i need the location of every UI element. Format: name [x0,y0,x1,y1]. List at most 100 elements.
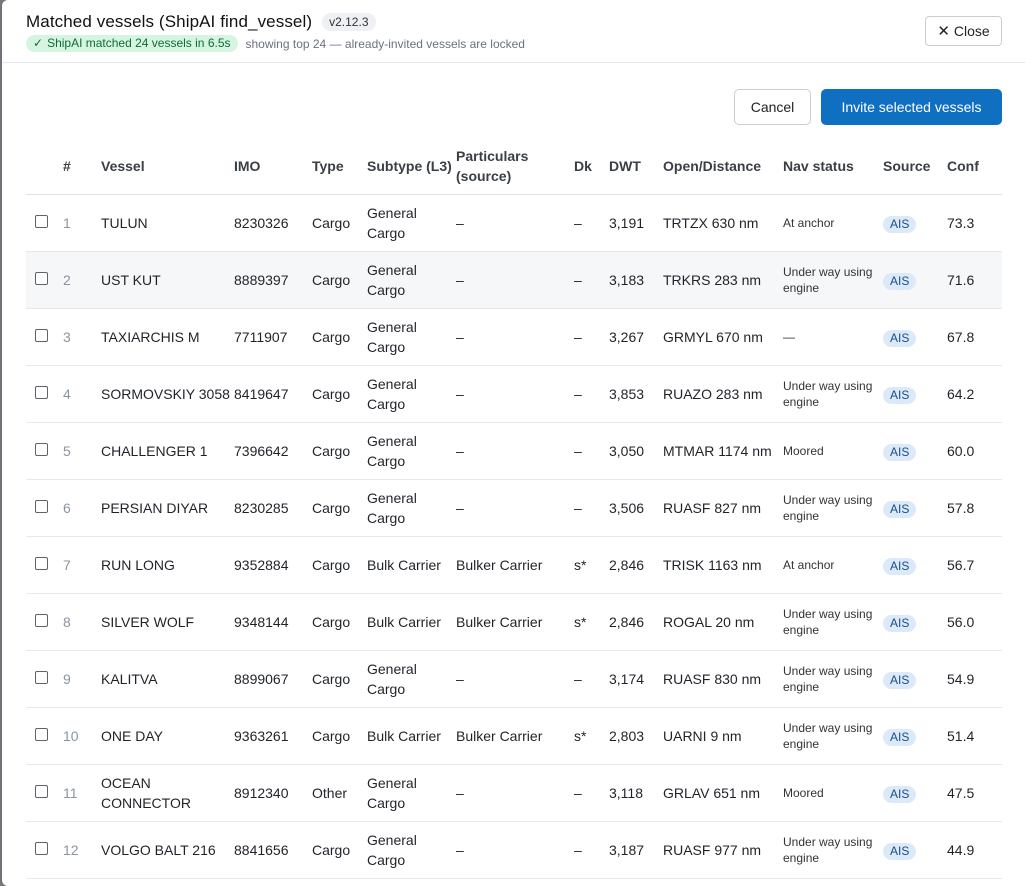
row-checkbox[interactable] [35,500,48,513]
nav-status-cell: Under way using engine [783,707,883,765]
row-select-cell [26,365,63,423]
imo-cell: 8419647 [234,365,312,423]
source-cell: AIS [883,194,947,252]
imo-cell: 9352884 [234,536,312,594]
subtype-cell: General Cargo [367,308,456,366]
results-note: showing top 24 — already-invited vessels… [245,36,525,51]
particulars-cell: – [456,308,574,366]
particulars-cell: – [456,194,574,252]
type-cell: Cargo [312,365,367,423]
vessel-name: ONE DAY [101,707,234,765]
dk-cell: – [574,194,609,252]
particulars-cell: – [456,251,574,309]
column-header-particulars[interactable]: Particulars (source) [456,137,574,195]
row-checkbox[interactable] [35,614,48,627]
table-row[interactable]: 7 RUN LONG 9352884 Cargo Bulk Carrier Bu… [26,536,1002,594]
table-row[interactable]: 3 TAXIARCHIS M 7711907 Cargo General Car… [26,308,1002,366]
conf-cell: 56.7 [947,536,1002,594]
dk-cell: s* [574,536,609,594]
row-checkbox[interactable] [35,215,48,228]
table-row[interactable]: 6 PERSIAN DIYAR 8230285 Cargo General Ca… [26,479,1002,537]
open-distance-cell: RUASF 977 nm [663,821,783,879]
row-select-cell [26,308,63,366]
conf-cell: 44.9 [947,821,1002,879]
source-cell: AIS [883,308,947,366]
row-checkbox[interactable] [35,386,48,399]
dk-cell: s* [574,707,609,765]
row-checkbox[interactable] [35,557,48,570]
row-number: 11 [63,764,101,822]
table-header-row: # Vessel IMO Type Subtype (L3) Particula… [26,137,1002,195]
source-badge: AIS [883,729,917,746]
table-row[interactable]: 8 SILVER WOLF 9348144 Cargo Bulk Carrier… [26,593,1002,651]
row-select-cell [26,422,63,480]
column-header-dk[interactable]: Dk [574,137,609,195]
column-header-source[interactable]: Source [883,137,947,195]
table-row[interactable]: 9 KALITVA 8899067 Cargo General Cargo – … [26,650,1002,708]
row-number: 12 [63,821,101,879]
conf-cell: 60.0 [947,422,1002,480]
particulars-cell: – [456,764,574,822]
row-checkbox[interactable] [35,671,48,684]
table-row[interactable]: 5 CHALLENGER 1 7396642 Cargo General Car… [26,422,1002,480]
column-header-subtype[interactable]: Subtype (L3) [367,137,456,195]
row-checkbox[interactable] [35,272,48,285]
column-header-vessel[interactable]: Vessel [101,137,234,195]
subtype-cell: General Cargo [367,422,456,480]
subtype-cell: Bulk Carrier [367,593,456,651]
type-cell: Cargo [312,308,367,366]
column-header-conf[interactable]: Conf [947,137,1002,195]
vessel-name: CHALLENGER 1 [101,422,234,480]
invite-selected-button[interactable]: Invite selected vessels [821,89,1002,125]
open-distance-cell: GRLAV 651 nm [663,764,783,822]
close-button[interactable]: ✕ Close [925,16,1002,46]
type-cell: Cargo [312,821,367,879]
column-header-imo[interactable]: IMO [234,137,312,195]
row-number: 10 [63,707,101,765]
column-header-type[interactable]: Type [312,137,367,195]
column-header-dwt[interactable]: DWT [609,137,663,195]
dwt-cell: 2,846 [609,593,663,651]
open-distance-cell: RUASF 830 nm [663,650,783,708]
row-checkbox[interactable] [35,329,48,342]
imo-cell: 8899067 [234,650,312,708]
vessels-table: # Vessel IMO Type Subtype (L3) Particula… [26,137,1002,879]
table-row[interactable]: 11 OCEAN CONNECTOR 8912340 Other General… [26,764,1002,822]
match-status-text: ShipAI matched 24 vessels in 6.5s [47,36,231,50]
imo-cell: 7711907 [234,308,312,366]
vessel-name: UST KUT [101,251,234,309]
vessel-name: SORMOVSKIY 3058 [101,365,234,423]
particulars-cell: Bulker Carrier [456,593,574,651]
column-header-open-distance[interactable]: Open/Distance [663,137,783,195]
subtype-cell: General Cargo [367,194,456,252]
dwt-cell: 3,118 [609,764,663,822]
source-cell: AIS [883,251,947,309]
source-badge: AIS [883,444,917,461]
cancel-button[interactable]: Cancel [734,89,811,125]
imo-cell: 8912340 [234,764,312,822]
table-row[interactable]: 2 UST KUT 8889397 Cargo General Cargo – … [26,251,1002,309]
dk-cell: s* [574,593,609,651]
row-checkbox[interactable] [35,785,48,798]
row-checkbox[interactable] [35,842,48,855]
table-row[interactable]: 12 VOLGO BALT 216 8841656 Cargo General … [26,821,1002,879]
title-row: Matched vessels (ShipAI find_vessel) v2.… [26,12,376,32]
row-checkbox[interactable] [35,443,48,456]
source-badge: AIS [883,615,917,632]
subtype-cell: General Cargo [367,650,456,708]
column-header-nav-status[interactable]: Nav status [783,137,883,195]
particulars-cell: Bulker Carrier [456,707,574,765]
dwt-cell: 3,267 [609,308,663,366]
nav-status-cell: Under way using engine [783,821,883,879]
check-icon: ✓ [33,36,44,50]
open-distance-cell: TRTZX 630 nm [663,194,783,252]
row-checkbox[interactable] [35,728,48,741]
column-header-number[interactable]: # [63,137,101,195]
subtype-cell: General Cargo [367,821,456,879]
table-row[interactable]: 1 TULUN 8230326 Cargo General Cargo – – … [26,194,1002,252]
close-icon: ✕ [937,22,950,40]
table-row[interactable]: 10 ONE DAY 9363261 Cargo Bulk Carrier Bu… [26,707,1002,765]
conf-cell: 64.2 [947,365,1002,423]
table-row[interactable]: 4 SORMOVSKIY 3058 8419647 Cargo General … [26,365,1002,423]
